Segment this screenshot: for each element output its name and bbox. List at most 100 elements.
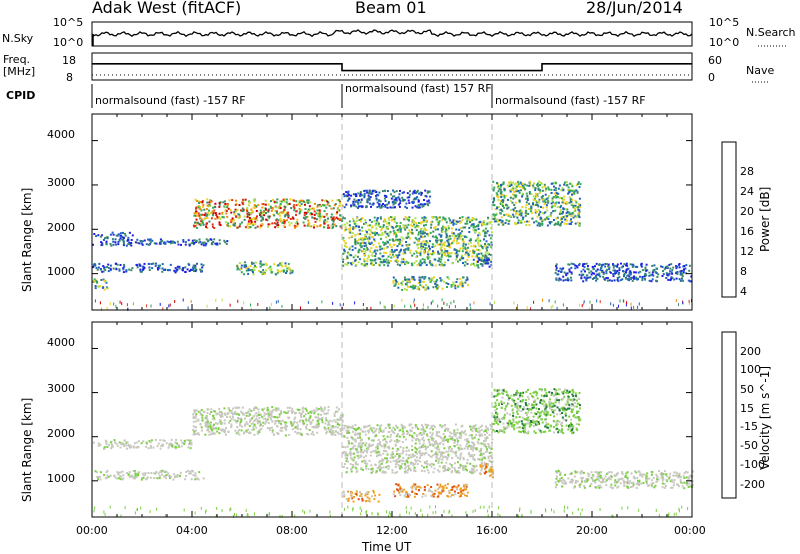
echo-cell bbox=[440, 239, 443, 242]
echo-cell bbox=[264, 417, 267, 420]
echo-cell bbox=[298, 200, 301, 203]
echo-cell bbox=[250, 208, 253, 211]
echo-cell bbox=[462, 245, 465, 247]
echo-cell bbox=[298, 420, 301, 423]
echo-cell bbox=[192, 413, 195, 416]
echo-cell bbox=[436, 279, 438, 281]
echo-cell bbox=[202, 205, 204, 208]
echo-cell bbox=[397, 440, 400, 443]
echo-cell bbox=[317, 426, 319, 429]
echo-cell bbox=[571, 198, 573, 201]
echo-cell bbox=[399, 200, 402, 202]
echo-cell bbox=[241, 425, 244, 428]
echo-cell bbox=[95, 471, 98, 474]
echo-cell bbox=[329, 429, 332, 432]
echo-cell bbox=[404, 228, 407, 231]
echo-cell bbox=[446, 458, 449, 461]
echo-cell bbox=[138, 263, 141, 266]
echo-cell bbox=[384, 242, 387, 245]
echo-cell bbox=[456, 237, 459, 240]
echo-cell bbox=[405, 450, 408, 453]
echo-cell bbox=[367, 228, 370, 231]
echo-cell bbox=[98, 475, 101, 478]
echo-cell bbox=[581, 273, 584, 276]
echo-cell bbox=[401, 466, 403, 469]
echo-cell bbox=[149, 441, 152, 444]
echo-cell bbox=[194, 266, 197, 269]
echo-cell bbox=[527, 220, 530, 223]
echo-cell bbox=[344, 194, 347, 197]
echo-cell bbox=[475, 448, 478, 451]
echo-cell bbox=[363, 254, 366, 257]
echo-cell bbox=[388, 232, 391, 235]
echo-cell bbox=[108, 443, 110, 446]
echo-cell bbox=[555, 195, 558, 198]
echo-cell bbox=[545, 204, 548, 207]
echo-cell bbox=[614, 270, 617, 273]
echo-cell bbox=[413, 189, 416, 192]
echo-cell bbox=[577, 181, 580, 184]
echo-cell bbox=[415, 438, 418, 440]
echo-cell bbox=[308, 225, 311, 228]
echo-cell bbox=[403, 218, 406, 221]
echo-cell bbox=[176, 240, 179, 243]
echo-cell bbox=[617, 280, 620, 283]
echo-cell bbox=[161, 263, 164, 266]
echo-cell bbox=[398, 241, 401, 244]
echo-cell bbox=[248, 201, 251, 204]
echo-cell bbox=[261, 424, 264, 427]
echo-cell bbox=[466, 446, 469, 449]
echo-cell bbox=[408, 201, 411, 204]
echo-cell bbox=[383, 189, 386, 192]
echo-cell bbox=[179, 471, 182, 474]
echo-cell bbox=[518, 199, 521, 202]
echo-cell bbox=[359, 244, 362, 247]
echo-cell bbox=[354, 238, 357, 241]
echo-cell bbox=[479, 239, 482, 242]
echo-cell bbox=[377, 224, 380, 227]
echo-cell bbox=[356, 219, 359, 222]
echo-cell bbox=[209, 413, 211, 416]
echo-cell bbox=[466, 438, 469, 441]
echo-cell bbox=[578, 197, 581, 200]
echo-cell bbox=[536, 224, 539, 227]
echo-cell bbox=[285, 201, 288, 204]
echo-cell bbox=[402, 457, 405, 459]
echo-cell bbox=[164, 477, 167, 480]
echo-cell bbox=[489, 423, 492, 426]
echo-cell bbox=[552, 181, 555, 184]
echo-cell bbox=[275, 219, 278, 222]
echo-cell bbox=[670, 263, 673, 266]
echo-cell bbox=[562, 208, 565, 211]
echo-cell bbox=[429, 443, 432, 445]
echo-cell bbox=[478, 245, 481, 248]
echo-cell bbox=[307, 223, 310, 226]
echo-cell bbox=[369, 229, 372, 232]
echo-cell bbox=[395, 197, 398, 200]
echo-cell bbox=[418, 433, 421, 436]
echo-cell bbox=[267, 223, 270, 226]
echo-cell bbox=[320, 407, 323, 410]
echo-cell bbox=[456, 441, 459, 444]
echo-cell bbox=[407, 457, 410, 460]
echo-cell bbox=[544, 189, 547, 192]
echo-cell bbox=[398, 460, 401, 463]
echo-cell bbox=[402, 430, 404, 433]
echo-cell bbox=[568, 268, 571, 271]
echo-cell bbox=[239, 424, 242, 427]
echo-cell bbox=[391, 471, 394, 474]
echo-cell bbox=[445, 221, 448, 224]
echo-cell bbox=[272, 199, 275, 201]
echo-cell bbox=[125, 269, 128, 272]
echo-cell bbox=[379, 469, 381, 472]
echo-cell bbox=[311, 419, 314, 422]
echo-cell bbox=[384, 220, 387, 223]
echo-cell bbox=[221, 428, 224, 431]
echo-cell bbox=[423, 216, 426, 219]
echo-cell bbox=[225, 210, 228, 212]
echo-cell bbox=[324, 221, 327, 224]
echo-cell bbox=[679, 279, 682, 282]
ground-scatter-cell bbox=[401, 298, 403, 302]
echo-cell bbox=[252, 273, 255, 276]
echo-cell bbox=[425, 219, 428, 222]
